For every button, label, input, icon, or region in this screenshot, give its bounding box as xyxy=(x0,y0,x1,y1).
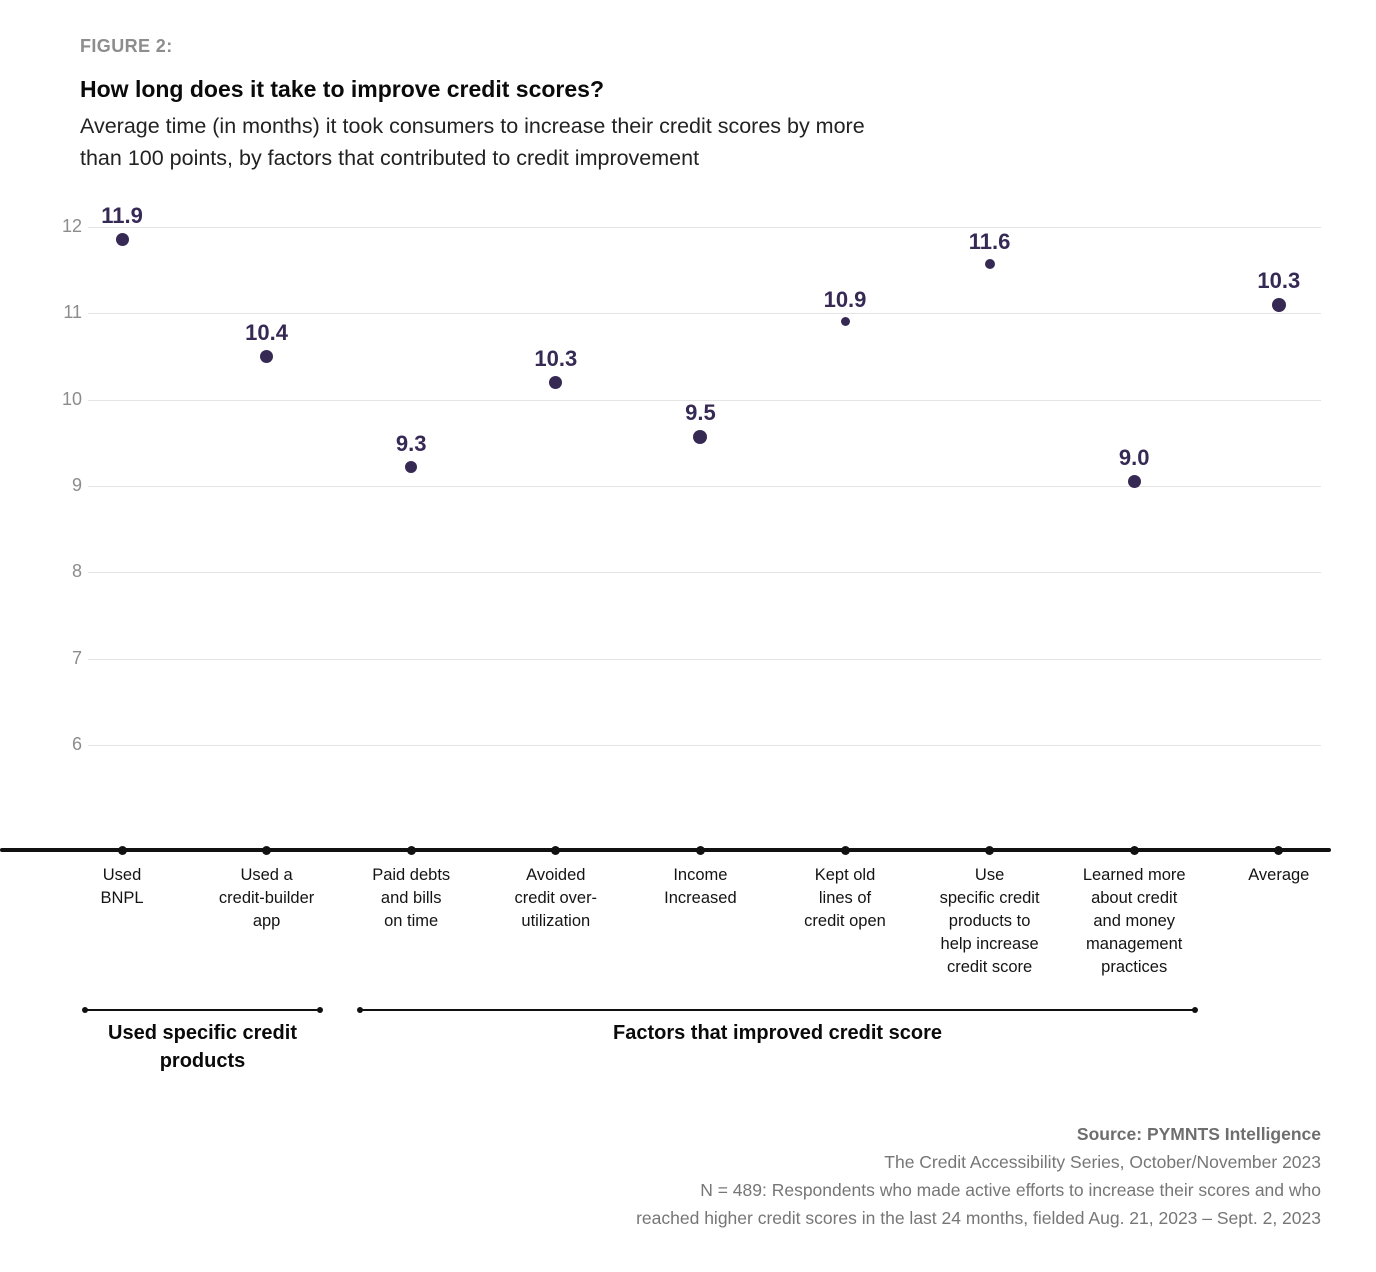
x-axis-category-label-line: about credit xyxy=(1091,889,1178,907)
data-point-value-label: 11.6 xyxy=(968,229,1011,255)
data-point-dot xyxy=(1271,297,1286,312)
x-axis-category-label: Income Increased xyxy=(624,864,776,910)
x-axis-category-label-line: management xyxy=(1086,935,1183,953)
gridline-12 xyxy=(88,227,1321,228)
x-axis-category-label-line: credit over- xyxy=(514,889,598,907)
data-point-dot xyxy=(115,233,129,247)
source-line-series: The Credit Accessibility Series, October… xyxy=(884,1152,1321,1172)
x-axis-tick-dot xyxy=(1129,845,1139,855)
source-attribution: Source: PYMNTS Intelligence The Credit A… xyxy=(421,1120,1321,1232)
x-axis-tick-dot xyxy=(1274,845,1284,855)
group-bracket-end-dot xyxy=(357,1007,363,1013)
x-axis-category-label-line: Increased xyxy=(664,889,737,907)
data-point-value-label: 9.0 xyxy=(1118,445,1150,471)
data-point-value-label: 9.5 xyxy=(685,399,716,425)
x-axis-category-label-line: specific credit xyxy=(939,889,1040,907)
x-axis-category-label-line: credit score xyxy=(946,958,1033,976)
x-axis-tick-dot xyxy=(985,845,995,855)
data-point-dot xyxy=(984,259,995,270)
x-axis-category-label: Used a credit-builder app xyxy=(191,864,343,933)
data-point-value-label: 11.9 xyxy=(101,203,143,229)
data-point-dot xyxy=(840,317,850,327)
x-axis-category-label: Used BNPL xyxy=(46,864,198,910)
y-axis-tick-label-7: 7 xyxy=(71,647,82,668)
source-line-publisher: Source: PYMNTS Intelligence xyxy=(1076,1124,1321,1144)
x-axis-category-label-line: Used a xyxy=(240,866,293,884)
x-axis-category-label-line: lines of xyxy=(818,889,872,907)
x-axis-category-label: Use specific credit products to help increa… xyxy=(914,864,1066,979)
x-axis-category-label: Avoided credit over-utilization xyxy=(480,864,632,933)
x-axis-category-label-line: and money xyxy=(1093,912,1175,930)
group-bracket-line xyxy=(87,1009,318,1011)
x-axis-category-label-line: on time xyxy=(384,912,439,930)
x-axis-tick-dot xyxy=(840,845,850,855)
x-axis-tick-dot xyxy=(262,845,272,855)
x-axis-category-label-line: BNPL xyxy=(100,889,144,907)
gridline-6 xyxy=(88,744,1321,746)
x-axis-tick-dot xyxy=(406,845,416,855)
group-label: Used specific credit products xyxy=(108,1022,297,1072)
group-label: Factors that improved credit score xyxy=(613,1022,942,1044)
gridline-7 xyxy=(88,658,1321,660)
x-axis-category-label: Average xyxy=(1203,864,1355,887)
y-axis-tick-label-8: 8 xyxy=(71,561,82,582)
figure-number-label: FIGURE 2: xyxy=(80,36,173,56)
y-axis-tick-label-10: 10 xyxy=(61,388,82,409)
x-axis-tick-dot xyxy=(695,845,705,855)
x-axis-category-label-line: utilization xyxy=(521,912,591,930)
group-bracket-line xyxy=(362,1009,1193,1011)
gridline-11 xyxy=(88,313,1321,315)
x-axis-tick-dot xyxy=(551,845,561,855)
data-point-value-label: 10.3 xyxy=(534,345,578,371)
gridline-8 xyxy=(88,572,1321,574)
x-axis-category-label-line: help increase xyxy=(940,935,1039,953)
x-axis-category-label-line: Learned more xyxy=(1082,866,1186,884)
x-axis-category-label-line: Use xyxy=(974,866,1005,884)
x-axis-category-label-line: Average xyxy=(1248,866,1310,884)
source-line-sample-2: reached higher credit scores in the last… xyxy=(636,1208,1321,1228)
x-axis-category-label-line: credit-builder xyxy=(218,889,315,907)
chart-subtitle: Average time (in months) it took consume… xyxy=(80,110,865,174)
x-axis-category-label-line: Used xyxy=(102,866,142,884)
x-axis-category-label-line: app xyxy=(252,912,281,930)
y-axis-tick-label-11: 11 xyxy=(63,302,82,323)
chart-title: How long does it take to improve credit … xyxy=(80,76,605,102)
gridline-10 xyxy=(88,399,1321,401)
x-axis-category-label: Paid debts and bills on time xyxy=(335,864,487,933)
y-axis-tick-label-9: 9 xyxy=(71,474,82,495)
data-point-dot xyxy=(405,460,418,473)
x-axis-category-label-line: Paid debts xyxy=(372,866,451,884)
x-axis-category-label-line: and bills xyxy=(380,889,442,907)
data-point-value-label: 10.4 xyxy=(245,319,289,345)
x-axis-category-label: Kept old lines of credit open xyxy=(769,864,921,933)
gridline-9 xyxy=(88,485,1321,487)
x-axis-category-label-line: Income xyxy=(673,866,728,884)
group-bracket-end-dot xyxy=(317,1007,323,1013)
x-axis-line xyxy=(0,848,1331,852)
x-axis-category-label-line: Kept old xyxy=(814,866,876,884)
x-axis-category-label-line: practices xyxy=(1101,958,1168,976)
x-axis-tick-dot xyxy=(117,845,127,855)
data-point-value-label: 9.3 xyxy=(395,430,427,456)
data-point-dot xyxy=(549,375,563,389)
y-axis-tick-label-6: 6 xyxy=(71,733,82,754)
data-point-dot xyxy=(260,349,274,363)
source-line-sample-1: N = 489: Respondents who made active eff… xyxy=(700,1180,1321,1200)
x-axis-category-label-line: credit open xyxy=(804,912,886,930)
data-point-value-label: 10.9 xyxy=(823,287,867,313)
x-axis-category-label-line: Avoided xyxy=(526,866,586,884)
x-axis-category-label: Learned more about credit and money managem… xyxy=(1058,864,1210,979)
y-axis-tick-label-12: 12 xyxy=(61,216,82,236)
chart-subtitle-line-2: than 100 points, by factors that contrib… xyxy=(80,146,700,170)
chart-subtitle-line-1: Average time (in months) it took consume… xyxy=(80,114,865,138)
data-point-dot xyxy=(1127,475,1141,489)
data-point-dot xyxy=(693,429,708,444)
group-bracket-end-dot xyxy=(82,1007,88,1013)
group-bracket-end-dot xyxy=(1192,1007,1198,1013)
x-axis-category-label-line: products to xyxy=(948,912,1031,930)
data-point-value-label: 10.3 xyxy=(1257,267,1301,293)
